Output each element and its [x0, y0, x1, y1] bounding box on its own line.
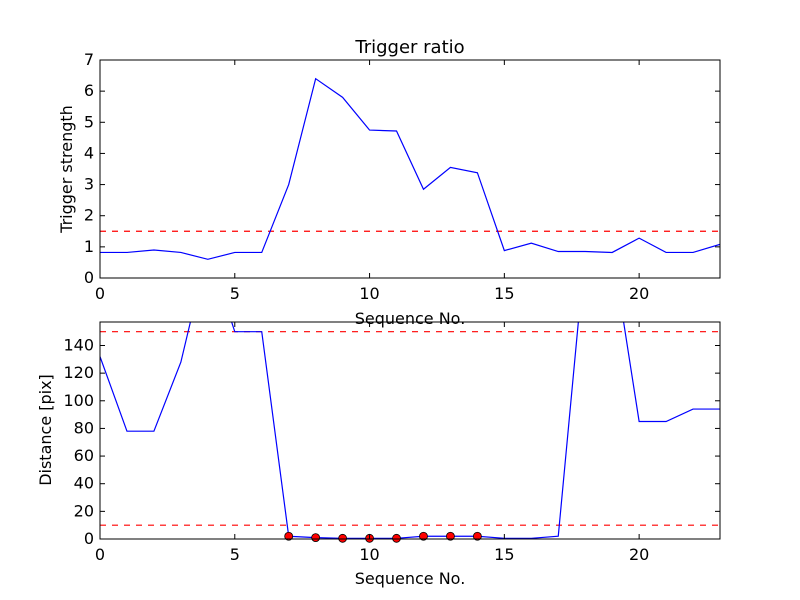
x-tick-label: 10 [359, 545, 379, 564]
x-tick-label: 15 [494, 545, 514, 564]
y-tick-label: 80 [74, 418, 94, 437]
data-point-marker [419, 531, 428, 541]
plot-area: 0 5 10 15 20 0 1 2 3 4 5 6 7 [84, 50, 721, 303]
plot-frame [99, 59, 721, 279]
y-tick-label: 1 [84, 237, 94, 256]
x-tick-label: 5 [230, 545, 240, 564]
y-tick-label: 3 [84, 175, 94, 194]
series-line [100, 77, 720, 260]
y-tick-label: 60 [74, 446, 94, 465]
y-tick-label: 0 [84, 529, 94, 548]
y-tick-label: 7 [84, 50, 94, 69]
y-tick-label: 140 [63, 335, 94, 354]
x-tick-label: 0 [95, 284, 105, 303]
x-axis-label: Sequence No. [355, 309, 466, 328]
x-tick-label: 0 [95, 545, 105, 564]
data-point-marker [446, 531, 455, 541]
data-point-marker [284, 531, 294, 541]
y-tick-label: 5 [84, 112, 94, 131]
y-axis-label: Distance [pix] [36, 374, 55, 486]
y-tick-label: 2 [84, 206, 94, 225]
y-tick-label: 120 [63, 363, 94, 382]
x-tick-label: 20 [629, 545, 649, 564]
x-axis-label: Sequence No. [355, 569, 466, 588]
plot-frame [99, 321, 721, 540]
data-point-marker [311, 533, 321, 543]
data-point-marker [338, 533, 348, 543]
chart-title: Trigger ratio [354, 37, 464, 58]
y-axis-label: Trigger strength [57, 105, 76, 234]
x-tick-label: 10 [359, 284, 379, 303]
y-tick-label: 0 [84, 268, 94, 287]
y-tick-label: 100 [63, 391, 94, 410]
data-point-marker [472, 531, 482, 541]
plot-content [100, 77, 720, 260]
plot-content [100, 322, 720, 539]
x-tick-label: 15 [494, 284, 514, 303]
x-tick-label: 5 [230, 284, 240, 303]
y-tick-label: 6 [84, 81, 94, 100]
x-tick-label: 20 [629, 284, 649, 303]
plot-area: 0 5 10 15 20 0 20 40 60 80 100 120 140 [63, 321, 721, 564]
y-tick-label: 40 [74, 474, 94, 493]
trigger-ratio-chart: Trigger ratio 0 5 10 15 20 0 1 2 3 4 5 6 7 Sequence … [57, 37, 721, 328]
y-tick-label: 20 [74, 501, 94, 520]
y-tick-label: 4 [84, 143, 94, 162]
data-point-marker [392, 533, 401, 543]
series-line [100, 322, 720, 539]
